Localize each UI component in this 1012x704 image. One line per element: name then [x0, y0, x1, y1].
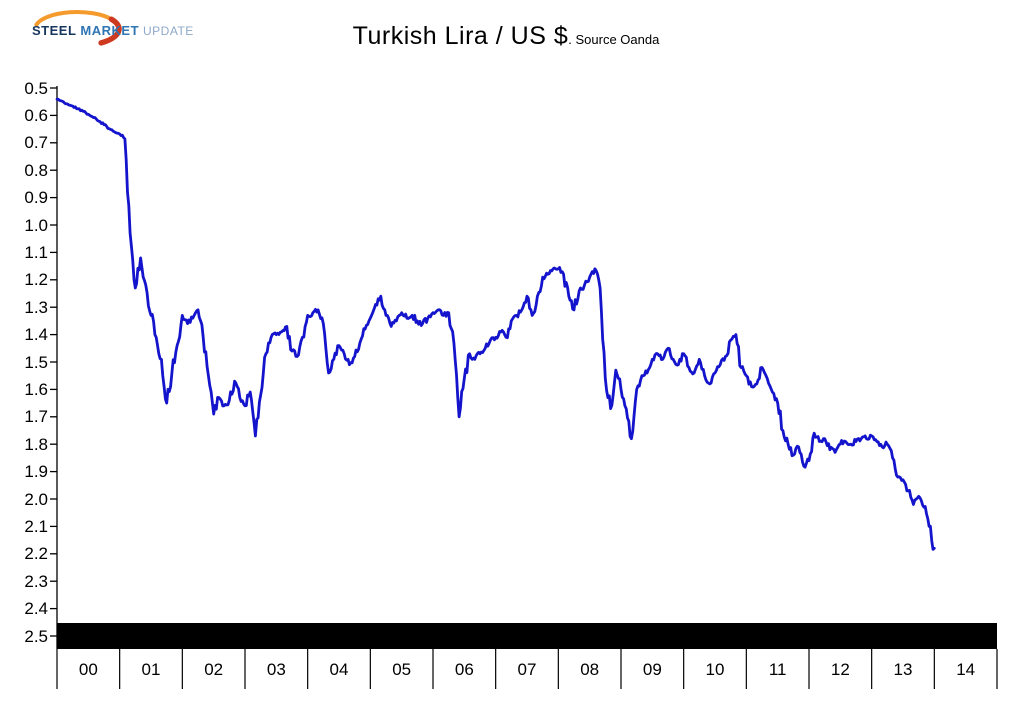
y-axis-tick-label: 0.5: [24, 78, 48, 98]
x-axis-tick-label: 01: [141, 660, 161, 679]
y-axis-tick-label: 1.5: [24, 352, 48, 372]
x-axis-tick-label: 11: [768, 660, 787, 679]
x-axis-tick-label: 13: [893, 660, 913, 679]
x-axis-tick-label: 07: [517, 660, 537, 679]
y-axis-tick-label: 2.1: [24, 516, 48, 536]
y-axis-tick-label: 1.0: [24, 215, 48, 235]
chart-title: Turkish Lira / US $: [352, 22, 569, 50]
x-axis-tick-label: 09: [642, 660, 662, 679]
y-axis-tick-label: 1.9: [24, 462, 48, 482]
y-axis-tick-label: 0.9: [24, 188, 48, 208]
logo-swoosh-icon: [34, 9, 122, 46]
x-axis-tick-label: 14: [956, 660, 976, 679]
y-axis-tick-label: 1.8: [24, 434, 48, 454]
y-axis-tick-label: 1.7: [24, 407, 48, 427]
y-axis-tick-label: 2.0: [24, 489, 48, 509]
x-axis-tick-label: 02: [204, 660, 224, 679]
logo-word-market: MARKET: [80, 23, 140, 38]
y-axis-tick-label: 1.3: [24, 297, 48, 317]
x-axis-tick-label: 06: [454, 660, 474, 679]
y-axis-tick-label: 2.2: [24, 544, 48, 564]
y-axis-tick-label: 0.8: [24, 160, 48, 180]
y-axis-tick-label: 1.1: [24, 242, 48, 262]
price-line: [55, 97, 936, 551]
y-axis-tick-label: 0.7: [24, 133, 48, 153]
x-axis-tick-label: 03: [266, 660, 286, 679]
y-axis-tick-label: 2.5: [24, 626, 48, 646]
x-axis-tick-label: 04: [329, 660, 349, 679]
chart-title-row: Turkish Lira / US $. Source Oanda: [0, 22, 1012, 51]
x-axis-tick-label: 05: [392, 660, 412, 679]
logo-text: STEEL MARKET UPDATE: [32, 23, 194, 38]
y-axis-tick-label: 1.2: [24, 270, 48, 290]
y-axis-tick-label: 2.4: [24, 599, 48, 619]
x-axis-thick-bar: [57, 623, 997, 649]
y-axis-tick-label: 1.6: [24, 379, 48, 399]
chart-source-note: . Source Oanda: [568, 32, 660, 47]
logo-word-steel: STEEL: [32, 23, 77, 38]
x-axis-tick-label: 08: [580, 660, 600, 679]
y-axis-tick-label: 1.4: [24, 325, 48, 345]
x-axis-tick-label: 00: [78, 660, 98, 679]
x-axis-tick-label: 12: [830, 660, 850, 679]
y-axis-tick-label: 2.3: [24, 571, 48, 591]
x-axis-tick-label: 10: [705, 660, 725, 679]
steel-market-update-logo: STEEL MARKET UPDATE: [22, 8, 222, 56]
logo-word-update: UPDATE: [143, 24, 194, 38]
y-axis-tick-label: 0.6: [24, 105, 48, 125]
